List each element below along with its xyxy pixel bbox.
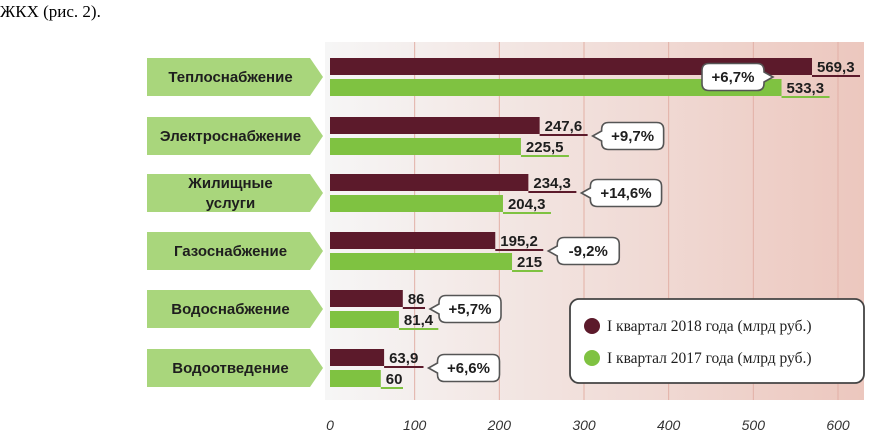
bar: [330, 58, 813, 75]
x-tick-label: 600: [826, 417, 850, 433]
data-label: 86: [408, 291, 425, 308]
x-tick-label: 400: [657, 417, 681, 433]
change-callout: [590, 121, 665, 151]
legend-marker: [584, 350, 600, 366]
bar: [330, 117, 540, 134]
bar: [330, 79, 782, 96]
category-label: Теплоснабжение: [168, 69, 292, 86]
bar: [330, 174, 529, 191]
change-label: +6,6%: [447, 360, 490, 377]
data-label: 204,3: [508, 196, 546, 213]
change-callout: [426, 353, 501, 383]
category-label: услуги: [206, 195, 255, 212]
data-label: 533,3: [787, 80, 825, 97]
change-label: +9,7%: [611, 128, 654, 145]
category-tab: [147, 58, 323, 96]
category-tab: [147, 232, 323, 270]
document-text: ЖКХ (рис. 2).: [0, 2, 101, 21]
x-tick-label: 500: [742, 417, 766, 433]
legend-entry: I квартал 2018 года (млрд руб.): [607, 318, 812, 335]
bar: [330, 232, 496, 249]
x-tick-label: 300: [572, 417, 596, 433]
data-label: 195,2: [500, 233, 538, 250]
bar: [330, 370, 381, 387]
category-label: Электроснабжение: [160, 128, 301, 145]
data-label: 569,3: [817, 59, 855, 76]
bar: [330, 138, 521, 155]
x-tick-label: 100: [403, 417, 427, 433]
category-tab: [147, 290, 323, 328]
change-label: +14,6%: [600, 185, 651, 202]
data-label: 81,4: [404, 312, 434, 329]
legend-box: [569, 298, 865, 384]
bar: [330, 195, 503, 212]
data-label: 63,9: [389, 350, 418, 367]
category-label: Газоснабжение: [174, 243, 287, 260]
category-label: Водоотведение: [172, 360, 288, 377]
data-label: 234,3: [533, 175, 571, 192]
change-label: +5,7%: [449, 301, 492, 318]
bar: [330, 253, 513, 270]
legend: I квартал 2018 года (млрд руб.) I квартал…: [569, 298, 865, 384]
change-callout: [701, 62, 775, 92]
data-label: 60: [386, 371, 403, 388]
category-tab: [147, 117, 323, 155]
category-tab: [147, 174, 323, 212]
category-tab: [147, 349, 323, 387]
change-label: +6,7%: [712, 69, 755, 86]
x-tick-label: 200: [487, 417, 512, 433]
data-label: 225,5: [526, 139, 564, 156]
x-tick-label: 0: [326, 417, 334, 433]
change-callout: [579, 178, 663, 208]
change-label: -9,2%: [569, 243, 608, 260]
bar: [330, 311, 399, 328]
bar: [330, 290, 403, 307]
data-label: 215: [517, 254, 542, 271]
legend-marker: [584, 318, 600, 334]
category-label: Водоснабжение: [171, 301, 290, 318]
category-label: Жилищные: [187, 175, 272, 192]
change-callout: [428, 294, 502, 324]
data-label: 247,6: [545, 118, 583, 135]
legend-entry: I квартал 2017 года (млрд руб.): [607, 350, 812, 367]
change-callout: [546, 236, 621, 266]
bar: [330, 349, 385, 366]
